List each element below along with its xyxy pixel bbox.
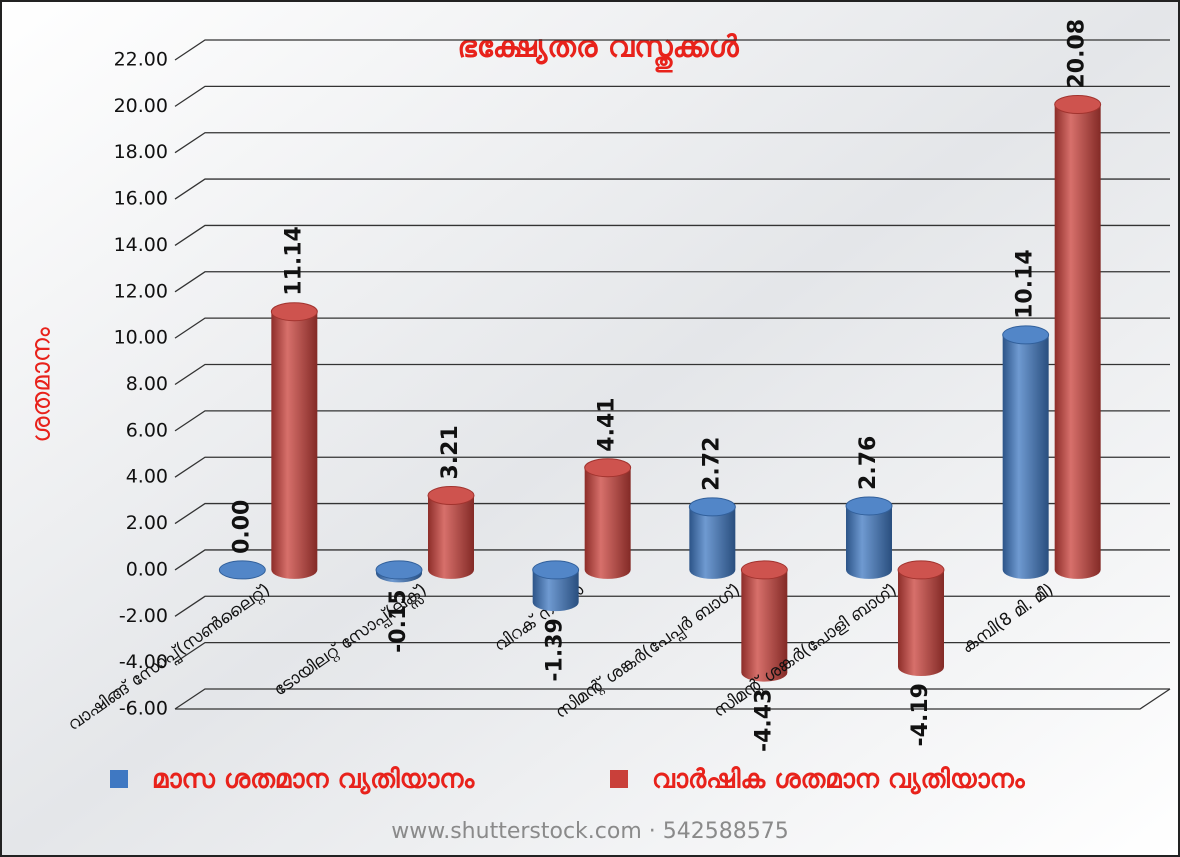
grid-line [174, 317, 1170, 339]
y-tick-label: 20.00 [114, 95, 168, 117]
y-tick-label: 14.00 [114, 234, 168, 256]
grid-line [174, 410, 1170, 432]
y-tick-label: 4.00 [126, 466, 168, 488]
value-label: -0.15 [386, 589, 411, 652]
legend-swatch [610, 770, 628, 788]
value-label: 0.00 [229, 500, 254, 554]
grid-line [174, 178, 1170, 200]
legend-label: വാർഷിക ശതമാന വ്യതിയാനം [652, 765, 1026, 796]
y-tick-label: -2.00 [119, 605, 168, 627]
value-label: 4.41 [595, 397, 620, 451]
bar-top [740, 560, 788, 580]
y-tick-label: 8.00 [126, 373, 168, 395]
y-tick-label: 0.00 [126, 558, 168, 580]
bar-top [270, 302, 318, 322]
bar [689, 497, 736, 579]
bar-top [845, 496, 893, 516]
y-tick-label: -4.00 [119, 651, 168, 673]
legend-label: മാസ ശതമാന വ്യതിയാനം [152, 765, 475, 796]
bar [584, 458, 631, 579]
floor-edge [175, 688, 1171, 710]
y-axis-label: ശതമാനം [27, 327, 57, 443]
y-tick-label: 16.00 [114, 188, 168, 210]
bar-top [1002, 325, 1050, 345]
bar [1002, 325, 1049, 579]
bar-top [1054, 95, 1102, 115]
y-tick-label: 18.00 [114, 141, 168, 163]
y-tick-label: 12.00 [114, 280, 168, 302]
grid-line [174, 39, 1170, 61]
legend-swatch [110, 770, 128, 788]
value-label: 3.21 [438, 425, 463, 479]
value-label: 2.76 [856, 436, 881, 490]
y-tick-label: 2.00 [126, 512, 168, 534]
bar-top [532, 560, 580, 580]
grid-line [174, 595, 1170, 617]
grid-line [174, 271, 1170, 293]
grid-line [174, 641, 1170, 664]
y-tick-label: 22.00 [114, 49, 168, 71]
bar [846, 496, 892, 579]
bar-top [897, 560, 945, 580]
bar [1054, 95, 1101, 579]
bar [741, 560, 788, 682]
y-tick-label: 10.00 [114, 327, 168, 349]
y-tick-label: 6.00 [126, 419, 168, 441]
bar [271, 302, 318, 579]
watermark: www.shutterstock.com · 542588575 [391, 819, 788, 844]
value-label: 10.14 [1013, 249, 1038, 319]
grid-line [174, 456, 1170, 478]
value-label: -4.43 [751, 689, 776, 752]
grid-line [174, 85, 1170, 107]
value-label: -4.19 [908, 683, 933, 746]
value-label: -1.39 [543, 618, 568, 681]
bar-top [218, 560, 266, 580]
grid-line [174, 224, 1170, 246]
value-label: 2.72 [699, 437, 724, 491]
y-tick-label: -6.00 [119, 698, 168, 720]
grid-line [174, 688, 1170, 710]
bar-top [427, 486, 475, 506]
bar [898, 560, 944, 677]
bar-top [688, 497, 736, 517]
bar-top [375, 560, 423, 580]
grid-line [174, 132, 1170, 154]
bar-top [584, 458, 632, 478]
value-label: 11.14 [281, 226, 306, 296]
grid-line [174, 363, 1170, 386]
bar [428, 486, 474, 579]
value-label: 20.08 [1065, 19, 1090, 89]
